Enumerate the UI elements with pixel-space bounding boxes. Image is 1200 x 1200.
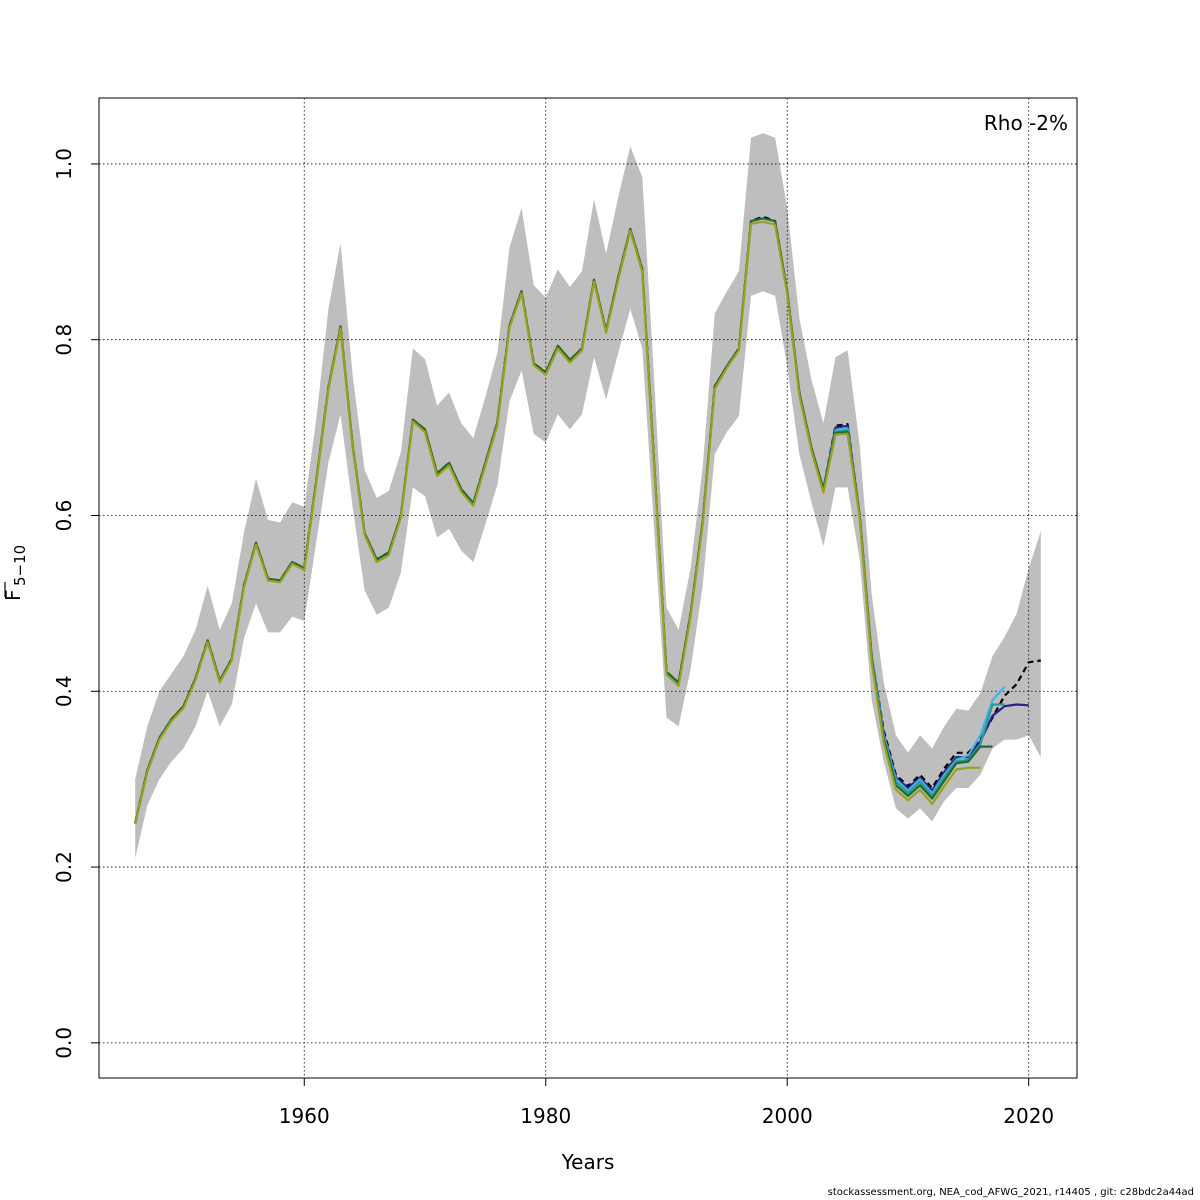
y-axis-label-main: F xyxy=(1,589,25,601)
x-tick-label: 2020 xyxy=(1003,1104,1054,1128)
series-layer xyxy=(134,215,1041,825)
y-tick-label: 0.0 xyxy=(52,1027,76,1059)
series-line-olive xyxy=(134,220,981,825)
rho-annotation: Rho -2% xyxy=(984,111,1068,135)
y-tick-label: 1.0 xyxy=(52,148,76,180)
y-tick-label: 0.4 xyxy=(52,675,76,707)
x-tick-label: 1980 xyxy=(520,1104,571,1128)
confidence-band xyxy=(135,133,1041,859)
confidence-band-layer xyxy=(135,133,1041,859)
y-axis-label: F 5−10 xyxy=(1,545,29,601)
footer-credit: stockassessment.org, NEA_cod_AFWG_2021, … xyxy=(827,1187,1194,1198)
plot-frame xyxy=(98,97,1078,1079)
axis-layer: 1960 1980 2000 2020 0.0 0.2 0.4 0.6 0.8 1.0 xyxy=(52,148,1054,1128)
y-tick-label: 0.6 xyxy=(52,500,76,532)
x-axis-label: Years xyxy=(561,1150,615,1174)
y-axis-label-subscript: 5−10 xyxy=(11,545,29,586)
y-tick-label: 0.8 xyxy=(52,324,76,356)
grid-layer xyxy=(99,98,1077,1078)
x-tick-label: 1960 xyxy=(279,1104,330,1128)
x-tick-label: 2000 xyxy=(762,1104,813,1128)
y-tick-label: 0.2 xyxy=(52,851,76,883)
